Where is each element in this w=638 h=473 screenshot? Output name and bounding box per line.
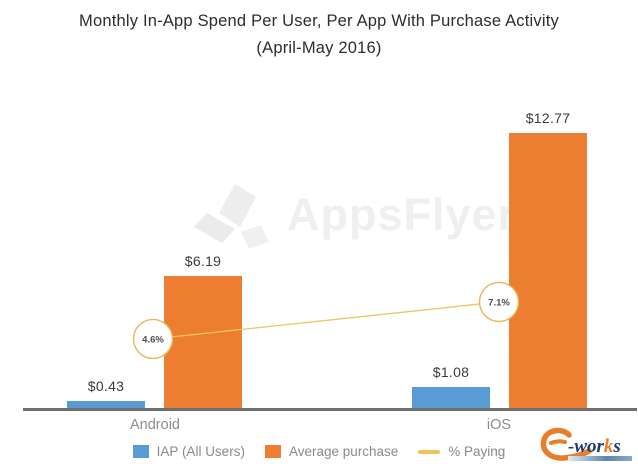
- legend-item-percent-paying: % Paying: [418, 444, 505, 459]
- legend-label-avg-purchase: Average purchase: [288, 444, 399, 459]
- legend-label-percent-paying: % Paying: [448, 444, 506, 459]
- category-label-android: Android: [130, 417, 180, 433]
- eworks-text-s: s: [612, 436, 620, 457]
- percent-bubble-android-circle: [132, 318, 174, 360]
- value-label-android-avg: $6.19: [184, 252, 222, 269]
- bar-android-avg-purchase: [164, 275, 242, 410]
- percent-label-ios: 7.1%: [488, 297, 510, 308]
- legend-item-iap: IAP (All Users): [132, 444, 245, 459]
- eworks-logo: -works: [538, 427, 635, 473]
- percent-paying-line: [152, 301, 500, 340]
- percent-paying-overlay: 4.6% 7.1%: [132, 281, 520, 360]
- bar-android-iap: [67, 400, 145, 410]
- value-label-ios-iap: $1.08: [432, 363, 470, 380]
- eworks-text-k: k: [604, 436, 614, 457]
- legend-swatch-blue-icon: [132, 445, 149, 458]
- appsflyer-logo-icon: [193, 182, 273, 263]
- value-label-android-iap: $0.43: [87, 377, 125, 394]
- legend-swatch-yellow-line-icon: [418, 449, 441, 454]
- percent-bubble-ios: 7.1%: [478, 281, 520, 323]
- eworks-e-swoosh-icon: [540, 427, 592, 461]
- percent-bubble-android: 4.6%: [132, 318, 174, 360]
- chart-title-line-1: Monthly In-App Spend Per User, Per App W…: [79, 12, 559, 30]
- legend: IAP (All Users) Average purchase % Payin…: [0, 444, 638, 459]
- bar-ios-avg-purchase: [509, 132, 587, 410]
- percent-label-android: 4.6%: [142, 334, 164, 345]
- chart-title: Monthly In-App Spend Per User, Per App W…: [0, 8, 638, 62]
- legend-label-iap: IAP (All Users): [156, 444, 245, 459]
- plot-area: $0.43 $6.19 $1.08 $12.77 4.6% 7.1%: [23, 109, 637, 411]
- bar-ios-iap: [412, 386, 490, 410]
- watermark-text: AppsFlyer: [287, 189, 517, 240]
- eworks-e-crossbar-icon: [549, 439, 567, 445]
- eworks-wordmark: -works: [568, 436, 621, 457]
- category-label-ios: iOS: [486, 417, 512, 433]
- legend-swatch-orange-icon: [264, 445, 281, 458]
- eworks-text-wor: -wor: [568, 436, 605, 457]
- chart-title-line-2: (April-May 2016): [256, 39, 382, 57]
- eworks-underline-bar: [568, 456, 632, 461]
- percent-bubble-ios-circle: [478, 281, 520, 323]
- legend-item-avg-purchase: Average purchase: [264, 444, 399, 459]
- value-label-ios-avg: $12.77: [525, 109, 571, 126]
- x-axis-line: [23, 408, 637, 411]
